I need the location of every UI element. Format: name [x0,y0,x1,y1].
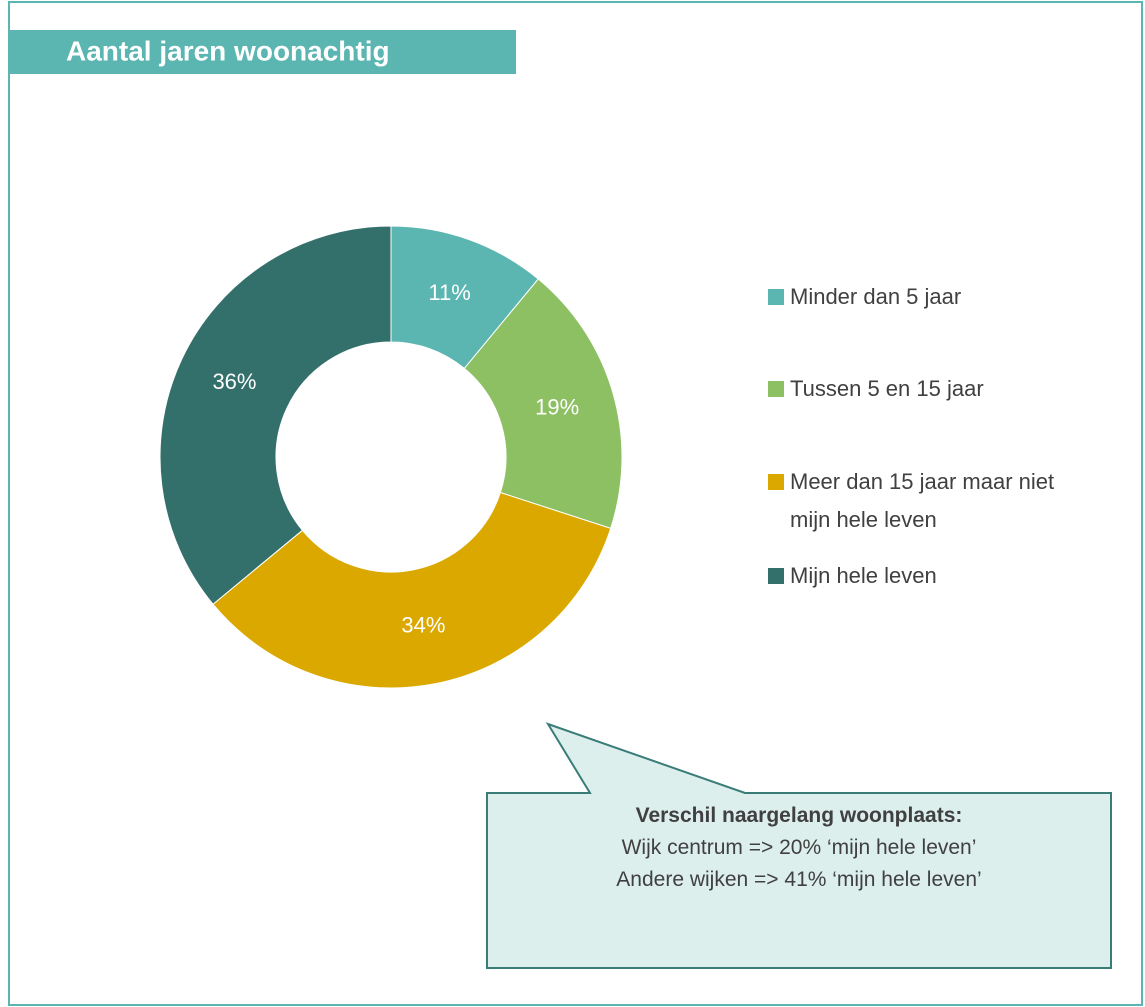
donut-slice [463,278,623,530]
legend-swatch [768,568,784,584]
legend-item: Mijn hele leven [768,557,1068,595]
legend-swatch [768,474,784,490]
annotation-line: Andere wijken => 41% ‘mijn hele leven’ [616,868,982,891]
legend-label: Tussen 5 en 15 jaar [790,376,984,401]
callout [486,722,1112,969]
data-label: 34% [401,613,445,638]
legend-item: Meer dan 15 jaar maar niet mijn hele lev… [768,463,1068,539]
legend-item: Minder dan 5 jaar [768,278,1068,316]
frame [8,1,1143,1006]
legend-swatch [768,381,784,397]
data-label: 19% [535,395,579,420]
annotation-title: Verschil naargelang woonplaats: [635,804,963,827]
legend-label: Mijn hele leven [790,563,937,588]
donut-slice [212,491,612,689]
data-label: 36% [212,369,256,394]
annotation-line: Wijk centrum => 20% ‘mijn hele leven’ [621,836,977,859]
donut-slice [159,225,392,605]
annotation: Verschil naargelang woonplaats: Wijk cen… [490,800,1108,896]
data-label: 11% [428,280,470,305]
legend-swatch [768,289,784,305]
legend-label: Minder dan 5 jaar [790,284,962,309]
legend-label: Meer dan 15 jaar maar niet mijn hele lev… [790,469,1055,532]
legend-item: Tussen 5 en 15 jaar [768,370,1068,408]
chart-title: Aantal jaren woonachtig [66,35,390,66]
title-box [10,30,516,74]
